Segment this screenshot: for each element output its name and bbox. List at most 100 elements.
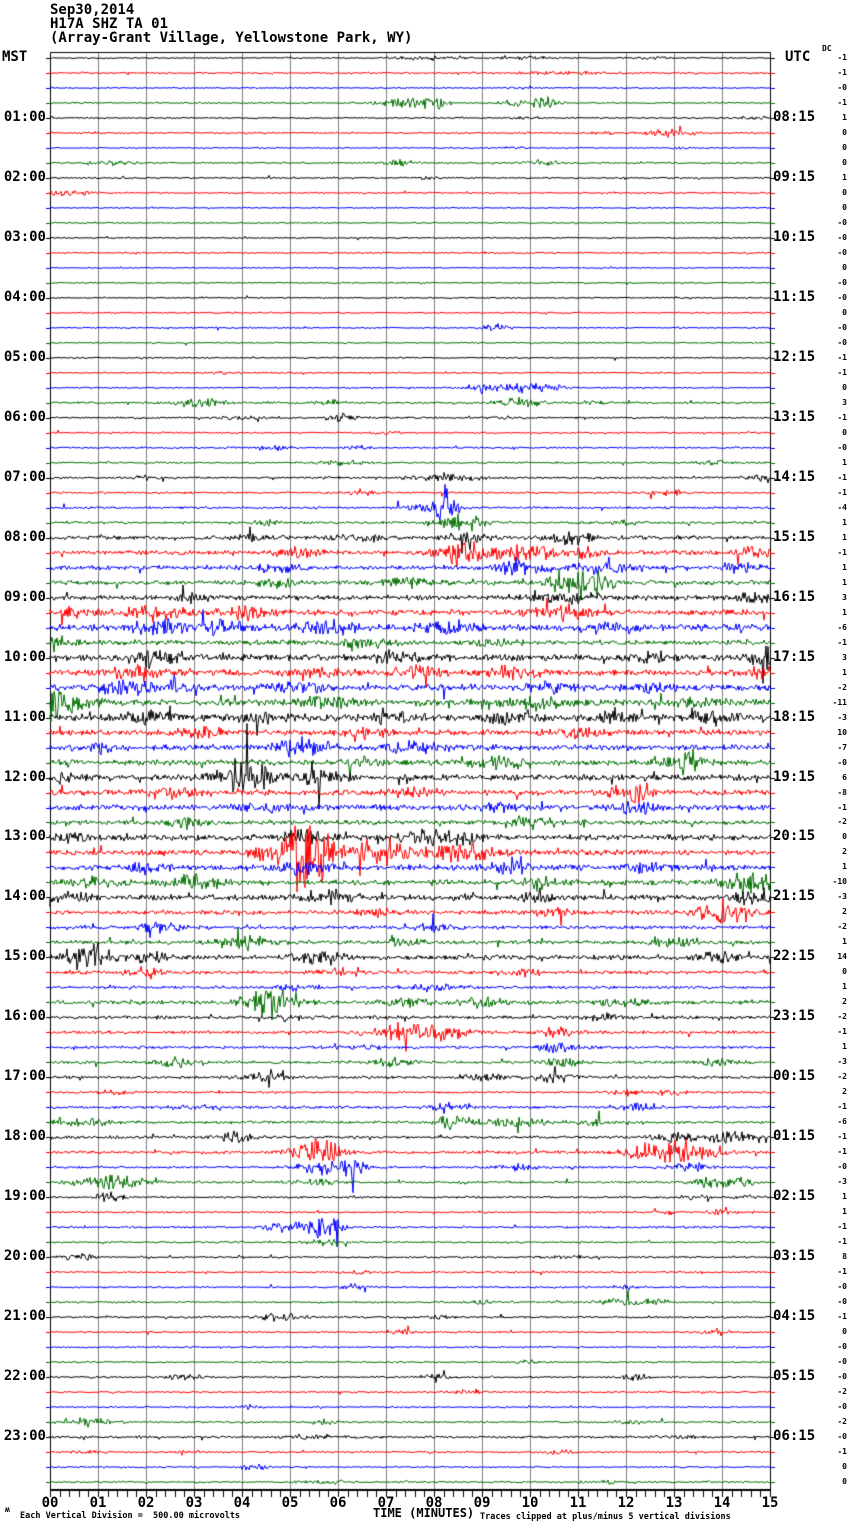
dc-offset-value: 0 [842,382,847,392]
dc-offset-value: -0 [837,217,847,227]
mst-hour-label: 13:00 [3,828,46,845]
x-tick-label: 11 [569,1495,587,1511]
mst-hour-label: 03:00 [3,228,46,245]
dc-offset-value: -0 [837,1402,847,1412]
mst-hour-label: 07:00 [3,468,46,485]
utc-hour-label: 19:15 [773,768,816,785]
x-tick-label: 10 [521,1495,539,1511]
mst-hour-label: 23:00 [3,1428,46,1445]
dc-offset-value: -1 [837,367,847,377]
utc-hour-label: 09:15 [773,168,816,185]
mst-hour-label: 21:00 [3,1308,46,1325]
dc-offset-value: -3 [837,1057,847,1067]
x-tick-label: 03 [185,1495,203,1511]
dc-offset-value: -0 [837,232,847,242]
dc-offset-value: 0 [842,1477,847,1487]
utc-hour-label: 12:15 [773,348,816,365]
mst-hour-label: 02:00 [3,168,46,185]
dc-offset-value: 1 [842,862,847,872]
mst-hour-label: 11:00 [3,708,46,725]
utc-hour-label: 15:15 [773,528,816,545]
dc-offset-value: 1 [842,517,847,527]
dc-offset-value: -0 [837,1432,847,1442]
x-tick-label: 14 [713,1495,731,1511]
dc-offset-value: 3 [842,652,847,662]
utc-hour-label: 01:15 [773,1128,816,1145]
dc-offset-value: 2 [842,997,847,1007]
x-tick-label: 01 [89,1495,107,1511]
x-tick-label: 09 [473,1495,491,1511]
x-tick-label: 15 [761,1495,779,1511]
dc-offset-value: -1 [837,53,847,62]
utc-hour-label: 16:15 [773,588,816,605]
dc-offset-value: -2 [837,1012,847,1022]
dc-offset-value: -0 [837,277,847,287]
dc-offset-value: 10 [837,727,847,737]
scale-note: Each Vertical Division = 500.00 microvol… [20,1511,241,1521]
mst-hour-label: 09:00 [3,588,46,605]
utc-hour-label: 02:15 [773,1188,816,1205]
dc-column-header: DC [822,44,832,53]
mst-hour-label: 04:00 [3,288,46,305]
x-tick-label: 02 [137,1495,155,1511]
dc-offset-value: -0 [837,757,847,767]
dc-offset-value: -3 [837,712,847,722]
utc-hour-label: 14:15 [773,468,816,485]
dc-offset-value: -0 [837,1297,847,1307]
utc-hour-label: 11:15 [773,288,816,305]
dc-offset-value: -1 [837,1312,847,1322]
dc-offset-value: 1 [842,457,847,467]
dc-offset-value: 0 [842,187,847,197]
utc-hour-label: 13:15 [773,408,816,425]
dc-offset-value: 1 [842,982,847,992]
mst-hour-label: 08:00 [3,528,46,545]
dc-offset-value: -0 [837,1372,847,1382]
dc-offset-value: -0 [837,247,847,257]
dc-offset-value: 1 [842,112,847,122]
dc-offset-value: -1 [837,67,847,77]
clip-note: Traces clipped at plus/minus 5 vertical … [480,1512,731,1522]
dc-offset-value: 8 [842,1252,847,1262]
dc-offset-value: -11 [832,697,847,707]
utc-hour-label: 18:15 [773,708,816,725]
dc-offset-value: -2 [837,922,847,932]
dc-offset-value: 1 [842,172,847,182]
utc-hour-label: 17:15 [773,648,816,665]
dc-offset-value: -2 [837,682,847,692]
dc-offset-value: -1 [837,1102,847,1112]
dc-offset-value: -10 [832,877,847,887]
title-station: H17A SHZ TA 01 [50,16,169,32]
dc-offset-value: -2 [837,1387,847,1397]
dc-offset-value: -0 [837,1342,847,1352]
right-timezone-label: UTC [785,49,811,65]
dc-offset-value: -2 [837,1417,847,1427]
dc-offset-value: 0 [842,1327,847,1337]
x-tick-label: 12 [617,1495,635,1511]
dc-offset-value: 1 [842,1042,847,1052]
dc-offset-value: 14 [837,952,847,962]
dc-offset-value: 0 [842,127,847,137]
dc-offset-value: 1 [842,532,847,542]
dc-offset-value: -1 [837,547,847,557]
x-tick-label: 00 [41,1495,59,1511]
dc-offset-value: 3 [842,592,847,602]
dc-offset-value: -1 [837,1132,847,1142]
mst-hour-label: 15:00 [3,948,46,965]
utc-hour-label: 04:15 [773,1308,816,1325]
x-tick-label: 05 [281,1495,299,1511]
utc-hour-label: 22:15 [773,948,816,965]
dc-offset-value: -0 [837,442,847,452]
x-axis-title: TIME (MINUTES) [373,1506,475,1520]
dc-offset-value: 0 [842,832,847,842]
dc-offset-value: -0 [837,337,847,347]
dc-offset-value: 0 [842,202,847,212]
utc-hour-label: 23:15 [773,1008,816,1025]
mst-hour-label: 19:00 [3,1188,46,1205]
dc-offset-value: 1 [842,1192,847,1202]
utc-hour-label: 06:15 [773,1428,816,1445]
utc-hour-label: 03:15 [773,1248,816,1265]
dc-offset-value: 0 [842,1462,847,1472]
dc-offset-value: 0 [842,967,847,977]
mst-hour-label: 10:00 [3,648,46,665]
